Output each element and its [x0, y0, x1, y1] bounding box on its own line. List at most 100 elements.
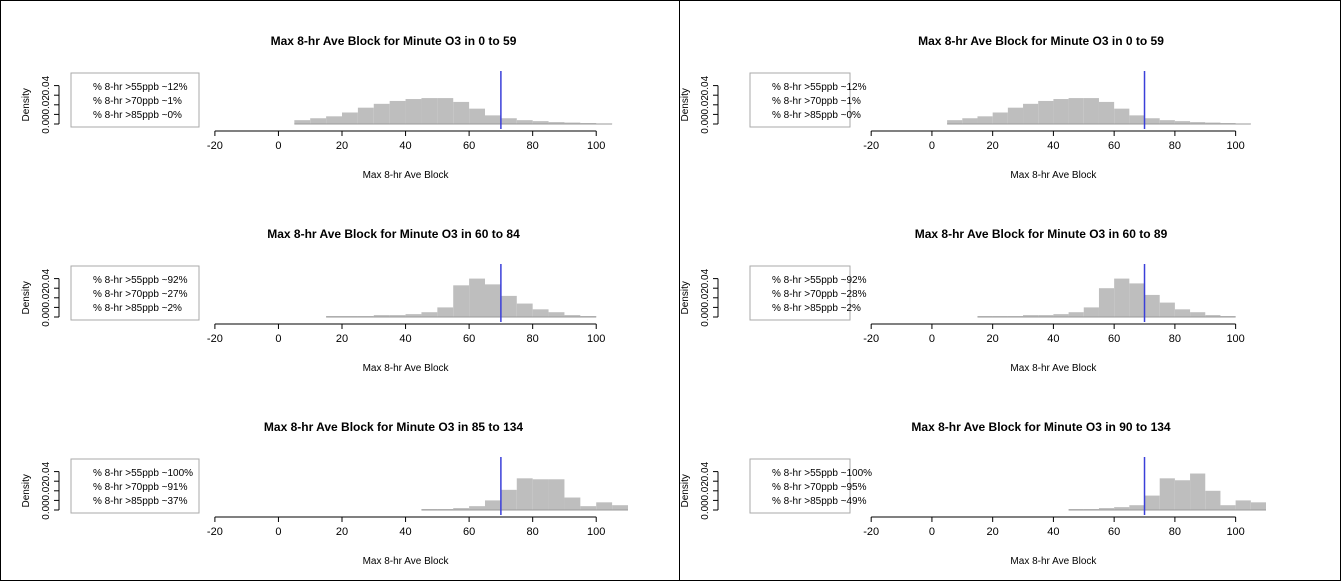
- histogram-bar: [501, 490, 517, 510]
- y-tick-label: 0.00: [41, 500, 52, 520]
- x-tick-label: 0: [275, 526, 281, 538]
- x-tick-label: 20: [336, 140, 348, 152]
- x-tick-label: 60: [1108, 333, 1120, 345]
- legend-entry: % 8-hr >55ppb ~100%: [772, 468, 872, 479]
- histogram-bar: [993, 112, 1008, 124]
- x-tick-label: 100: [1226, 333, 1244, 345]
- histogram-bar: [1038, 101, 1053, 124]
- histogram-bar: [501, 118, 517, 124]
- x-tick-label: 0: [275, 333, 281, 345]
- y-axis-label: Density: [21, 88, 32, 121]
- histogram-bars: [294, 98, 612, 124]
- histogram-bars: [977, 279, 1235, 317]
- y-tick-label: 0.00: [700, 307, 711, 327]
- x-tick-label: 80: [1169, 333, 1181, 345]
- histogram-bar: [1129, 115, 1144, 124]
- legend-entry: % 8-hr >70ppb ~1%: [772, 96, 861, 107]
- x-axis-label: Max 8-hr Ave Block: [1010, 556, 1097, 567]
- subplot-title: Max 8-hr Ave Block for Minute O3 in 90 t…: [911, 420, 1171, 434]
- y-tick-label: 0.00: [41, 307, 52, 327]
- subplot-title: Max 8-hr Ave Block for Minute O3 in 60 t…: [915, 227, 1168, 241]
- histogram-bar: [533, 309, 549, 317]
- x-tick-label: 60: [1108, 526, 1120, 538]
- histogram-bars: [326, 279, 596, 317]
- histogram-bar: [1008, 108, 1023, 124]
- subplot-title: Max 8-hr Ave Block for Minute O3 in 0 to…: [918, 34, 1164, 48]
- x-axis-label: Max 8-hr Ave Block: [363, 170, 450, 181]
- subplot-right-3: Max 8-hr Ave Block for Minute O3 in 90 t…: [680, 420, 1266, 567]
- histogram-bar: [485, 500, 501, 510]
- histogram-bar: [469, 279, 485, 317]
- right-histogram-stack: Max 8-hr Ave Block for Minute O3 in 0 to…: [680, 1, 1340, 580]
- x-tick-label: -20: [863, 333, 879, 345]
- x-tick-label: 20: [987, 526, 999, 538]
- y-tick-label: 0.04: [700, 268, 711, 288]
- subplot-left-3: Max 8-hr Ave Block for Minute O3 in 85 t…: [21, 420, 628, 567]
- histogram-bar: [1114, 109, 1129, 124]
- histogram-bar: [453, 102, 469, 124]
- histogram-bar: [1190, 312, 1205, 317]
- x-tick-label: 100: [1226, 526, 1244, 538]
- histogram-bar: [1069, 312, 1084, 317]
- histogram-bar: [1129, 283, 1144, 317]
- histogram-bar: [1160, 120, 1175, 124]
- subplot-right-1: Max 8-hr Ave Block for Minute O3 in 0 to…: [680, 34, 1251, 181]
- x-tick-label: 40: [1047, 140, 1059, 152]
- y-axis-label: Density: [680, 281, 691, 314]
- legend-entry: % 8-hr >70ppb ~27%: [93, 289, 188, 300]
- histogram-bar: [1190, 474, 1205, 510]
- histogram-bar: [1175, 480, 1190, 510]
- legend-entry: % 8-hr >85ppb ~0%: [93, 110, 182, 121]
- histogram-bar: [469, 506, 485, 510]
- y-tick-label: 0.04: [41, 268, 52, 288]
- x-tick-label: 0: [929, 140, 935, 152]
- histogram-bars: [421, 478, 628, 510]
- histogram-bar: [1023, 104, 1038, 124]
- y-tick-label: 0.04: [41, 75, 52, 95]
- x-tick-label: 0: [929, 333, 935, 345]
- left-histogram-stack: Max 8-hr Ave Block for Minute O3 in 0 to…: [1, 1, 679, 580]
- x-tick-label: -20: [207, 333, 223, 345]
- histogram-bar: [1160, 303, 1175, 317]
- x-tick-label: 0: [929, 526, 935, 538]
- histogram-bar: [1145, 295, 1160, 317]
- subplot-right-2: Max 8-hr Ave Block for Minute O3 in 60 t…: [680, 227, 1245, 374]
- histogram-bar: [1114, 279, 1129, 317]
- histogram-bar: [1084, 307, 1099, 317]
- legend: % 8-hr >55ppb ~100%% 8-hr >70ppb ~95%% 8…: [750, 459, 872, 513]
- x-axis-label: Max 8-hr Ave Block: [363, 363, 450, 374]
- left-figure-panel: Max 8-hr Ave Block for Minute O3 in 0 to…: [0, 0, 680, 581]
- histogram-bar: [1160, 478, 1175, 510]
- legend-entry: % 8-hr >85ppb ~49%: [772, 496, 867, 507]
- x-tick-label: 40: [1047, 526, 1059, 538]
- x-tick-label: 100: [587, 333, 605, 345]
- histogram-bar: [437, 98, 453, 124]
- x-axis-label: Max 8-hr Ave Block: [1010, 170, 1097, 181]
- legend-entry: % 8-hr >85ppb ~37%: [93, 496, 188, 507]
- histogram-bars: [947, 98, 1251, 124]
- x-tick-label: 100: [587, 526, 605, 538]
- legend-entry: % 8-hr >55ppb ~92%: [772, 275, 867, 286]
- histogram-bar: [310, 118, 326, 124]
- x-tick-label: -20: [207, 140, 223, 152]
- legend-entry: % 8-hr >55ppb ~12%: [93, 82, 188, 93]
- histogram-bar: [342, 112, 358, 124]
- histogram-bar: [1099, 288, 1114, 317]
- histogram-bar: [612, 505, 628, 510]
- histogram-bar: [1220, 505, 1235, 510]
- histogram-bar: [294, 120, 310, 124]
- x-tick-label: -20: [863, 140, 879, 152]
- histogram-bar: [1251, 502, 1266, 510]
- histogram-bar: [580, 506, 596, 510]
- histogram-bar: [1145, 496, 1160, 510]
- x-tick-label: 20: [987, 140, 999, 152]
- histogram-bar: [1099, 102, 1114, 124]
- x-tick-label: 40: [399, 526, 411, 538]
- legend-entry: % 8-hr >55ppb ~100%: [93, 468, 193, 479]
- x-tick-label: 40: [1047, 333, 1059, 345]
- legend-entry: % 8-hr >70ppb ~1%: [93, 96, 182, 107]
- y-tick-label: 0.02: [41, 288, 52, 308]
- x-tick-label: 60: [463, 333, 475, 345]
- legend-entry: % 8-hr >85ppb ~2%: [93, 303, 182, 314]
